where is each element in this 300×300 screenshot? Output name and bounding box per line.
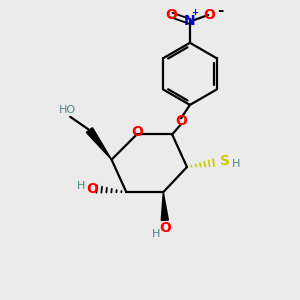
Polygon shape <box>86 128 112 160</box>
Text: HO: HO <box>59 105 76 115</box>
Text: N: N <box>184 14 196 28</box>
Text: O: O <box>159 220 171 235</box>
Text: H: H <box>77 181 86 190</box>
Text: -: - <box>218 3 224 18</box>
Text: +: + <box>191 8 198 17</box>
Polygon shape <box>161 192 168 220</box>
Text: O: O <box>131 125 143 139</box>
Text: S: S <box>220 154 230 168</box>
Text: H: H <box>232 159 240 170</box>
Text: O: O <box>203 8 215 22</box>
Text: O: O <box>176 114 188 128</box>
Text: H: H <box>152 230 160 239</box>
Text: O: O <box>87 182 99 196</box>
Text: O: O <box>166 8 178 22</box>
